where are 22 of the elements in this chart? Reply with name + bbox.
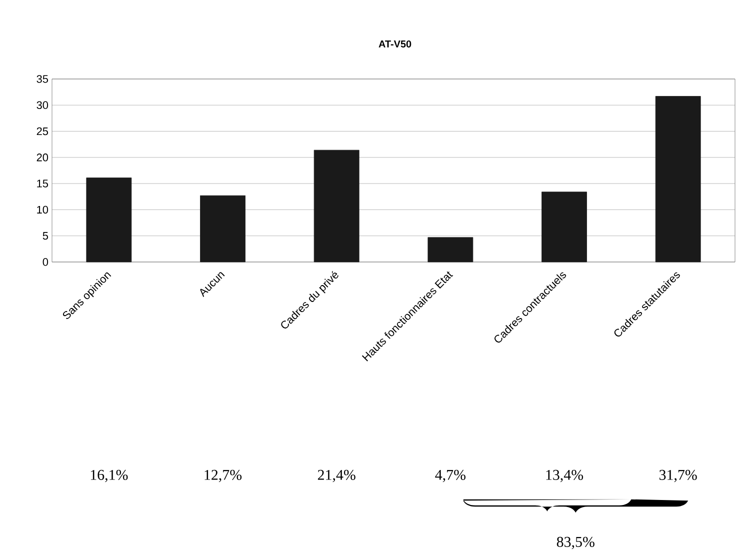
y-tick-label: 10: [37, 206, 48, 214]
data-label: 16,1%: [90, 470, 128, 482]
y-tick-label: 25: [36, 127, 48, 136]
y-tick-label: 0: [42, 258, 48, 266]
bar: [655, 96, 701, 262]
y-tick-label: 35: [36, 75, 48, 83]
bar: [314, 150, 360, 262]
y-tick-label: 5: [42, 232, 48, 240]
data-label: 21,4%: [318, 470, 356, 482]
chart-title: AT-V50: [378, 40, 412, 48]
data-label: 4,7%: [435, 470, 466, 482]
bar: [200, 195, 246, 262]
bar: [428, 237, 474, 262]
data-label: 13,4%: [546, 470, 584, 482]
data-label: 31,7%: [660, 470, 697, 482]
text: 83,5%: [556, 536, 594, 550]
y-tick-label: 30: [36, 101, 48, 110]
bar: [86, 178, 132, 262]
y-tick-label: 20: [36, 154, 48, 162]
data-label: 12,7%: [204, 470, 242, 482]
bar: [542, 192, 587, 262]
y-tick-label: 15: [37, 180, 48, 188]
